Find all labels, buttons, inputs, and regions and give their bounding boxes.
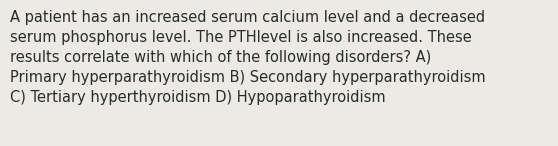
Text: A patient has an increased serum calcium level and a decreased
serum phosphorus : A patient has an increased serum calcium… [10, 10, 485, 105]
